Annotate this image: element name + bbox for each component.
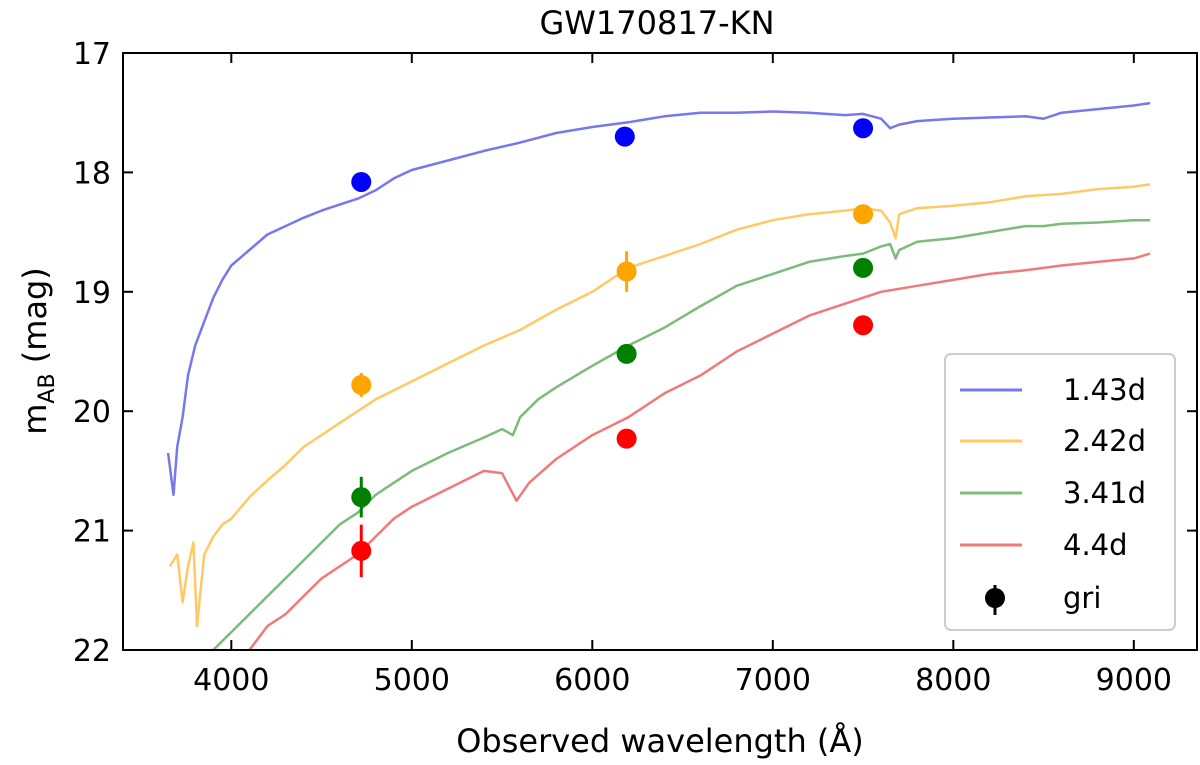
points-layer	[351, 118, 874, 578]
x-tick-label: 5000	[374, 663, 450, 698]
y-axis: 17 18 19 20 21 22	[73, 37, 1197, 669]
y-tick-label: 19	[73, 276, 111, 311]
x-tick-label: 6000	[554, 663, 630, 698]
x-tick-label: 8000	[915, 663, 991, 698]
legend-label-gri: gri	[1063, 581, 1101, 615]
photometry-point	[614, 126, 635, 147]
x-axis: 4000 5000 6000 7000 8000 9000	[193, 53, 1172, 698]
photometry-point	[616, 428, 637, 449]
legend-dot-marker	[985, 588, 1005, 608]
photometry-point	[853, 118, 874, 139]
photometry-point	[853, 315, 874, 336]
legend-label-4: 4.4d	[1063, 528, 1128, 562]
legend: 1.43d 2.42d 3.41d 4.4d gri	[944, 353, 1176, 631]
series-line-1	[166, 101, 1151, 497]
y-axis-label: mAB (mag)	[16, 267, 60, 435]
photometry-point	[616, 261, 637, 282]
y-axis-label-unit: (mag)	[16, 267, 54, 373]
chart-title: GW170817-KN	[539, 4, 774, 42]
x-tick-label: 7000	[735, 663, 811, 698]
photometry-point	[853, 204, 874, 225]
legend-label-3: 3.41d	[1063, 476, 1146, 510]
x-tick-label: 9000	[1096, 663, 1172, 698]
series-line-2	[168, 183, 1151, 628]
legend-box	[944, 353, 1176, 631]
x-tick-label: 4000	[193, 663, 269, 698]
y-tick-label: 18	[73, 156, 111, 191]
y-tick-label: 20	[73, 395, 111, 430]
photometry-point	[351, 171, 372, 192]
photometry-point	[853, 257, 874, 278]
photometry-point	[616, 343, 637, 364]
photometry-point	[351, 487, 372, 508]
photometry-point	[351, 540, 372, 561]
y-tick-label: 21	[73, 515, 111, 550]
photometry-point	[351, 374, 372, 395]
y-axis-label-main: m	[16, 404, 54, 435]
x-axis-label: Observed wavelength (Å)	[456, 722, 864, 760]
y-axis-label-sub: AB	[35, 373, 60, 403]
legend-label-2: 2.42d	[1063, 424, 1146, 458]
legend-label-1: 1.43d	[1063, 373, 1146, 407]
plot-frame	[122, 52, 1198, 651]
series-line-4	[248, 252, 1151, 650]
y-tick-label: 22	[73, 634, 111, 669]
y-tick-label: 17	[73, 37, 111, 72]
